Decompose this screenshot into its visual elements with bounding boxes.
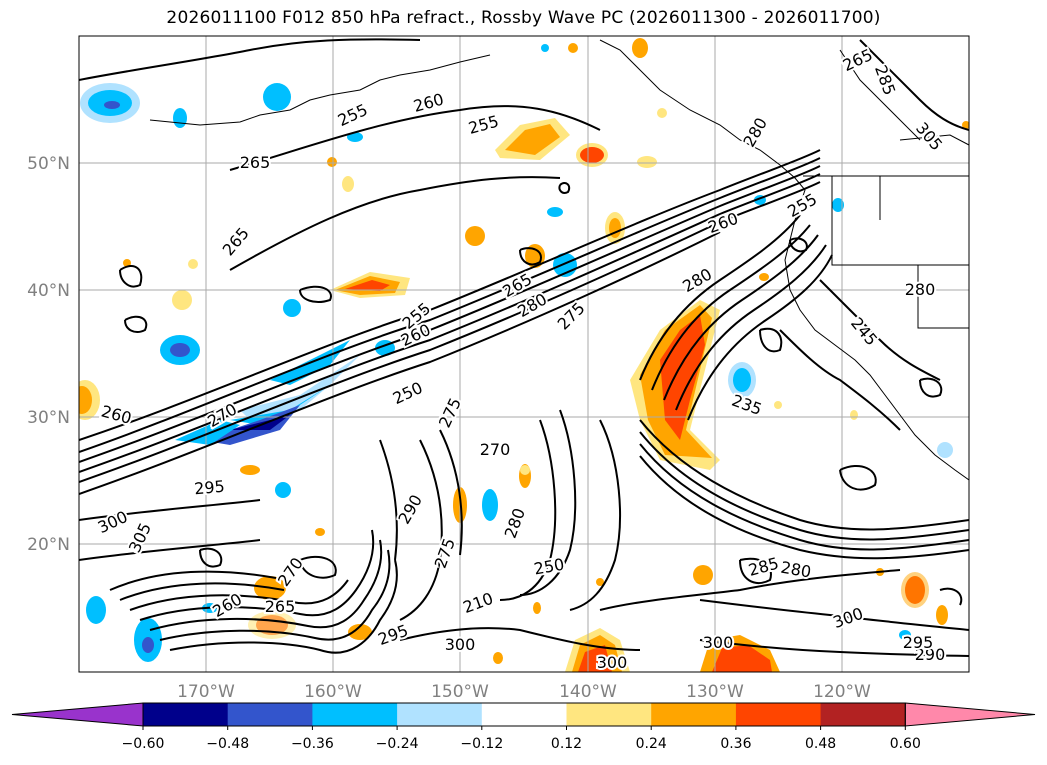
lon-label-120w: 120°W: [813, 682, 871, 702]
latitude-axis: 50°N 40°N 30°N 20°N: [27, 154, 70, 555]
colorbar-tick-label: −0.24: [376, 736, 419, 752]
map-title: 2026011100 F012 850 hPa refract., Rossby…: [166, 8, 881, 28]
colorbar-frame: [142, 702, 906, 727]
lon-label-130w: 130°W: [686, 682, 744, 702]
colorbar-segment: [397, 703, 483, 726]
colorbar-segment: [651, 703, 737, 726]
colorbar-tick-label: 0.24: [636, 736, 667, 752]
contour-label: 280: [905, 280, 936, 299]
longitude-axis: 170°W 160°W 150°W 140°W 130°W 120°W: [177, 682, 871, 702]
lon-label-150w: 150°W: [431, 682, 489, 702]
colorbar-tick-label: 0.48: [805, 736, 836, 752]
colorbar-tick-label: −0.48: [206, 736, 249, 752]
colorbar-tick-label: −0.12: [460, 736, 503, 752]
map-plot-area: 2552652652552602752802602502602652552802…: [79, 36, 969, 672]
contour-label: 300: [703, 633, 734, 652]
contour-label: 300: [445, 635, 476, 654]
plot-frame: [78, 35, 970, 673]
lon-label-170w: 170°W: [177, 682, 235, 702]
contour-label: 295: [193, 477, 225, 499]
lat-label-30n: 30°N: [27, 408, 70, 428]
colorbar-segment: [227, 703, 313, 726]
colorbar-tick-label: 0.12: [551, 736, 582, 752]
colorbar-tick-label: −0.36: [291, 736, 334, 752]
lon-label-140w: 140°W: [559, 682, 617, 702]
colorbar-segment: [566, 703, 652, 726]
contour-label: 270: [480, 440, 511, 459]
lat-label-50n: 50°N: [27, 154, 70, 174]
lon-label-160w: 160°W: [304, 682, 362, 702]
contour-label: 295: [903, 633, 934, 652]
colorbar: −0.60 −0.48 −0.36 −0.24 −0.12 0.12 0.24 0.36 0.4…: [11, 702, 1036, 752]
colorbar-tick-label: −0.60: [122, 736, 165, 752]
colorbar-tick-label: 0.60: [890, 736, 921, 752]
colorbar-segment: [820, 703, 906, 726]
colorbar-segment: [735, 703, 822, 726]
colorbar-segment: [312, 703, 398, 726]
colorbar-tick-label: 0.36: [720, 736, 751, 752]
colorbar-extend-min: [11, 702, 144, 727]
contour-label: 290: [915, 645, 946, 664]
colorbar-extend-max: [904, 702, 1036, 727]
contour-label: 265: [240, 153, 271, 172]
refractivity-contours: [79, 38, 969, 657]
colorbar-segment: [143, 703, 229, 726]
lat-label-40n: 40°N: [27, 281, 70, 301]
contour-label: 300: [597, 653, 628, 672]
colorbar-segment: [481, 703, 567, 726]
contour-label: 265: [265, 597, 296, 616]
lat-label-20n: 20°N: [27, 535, 70, 555]
